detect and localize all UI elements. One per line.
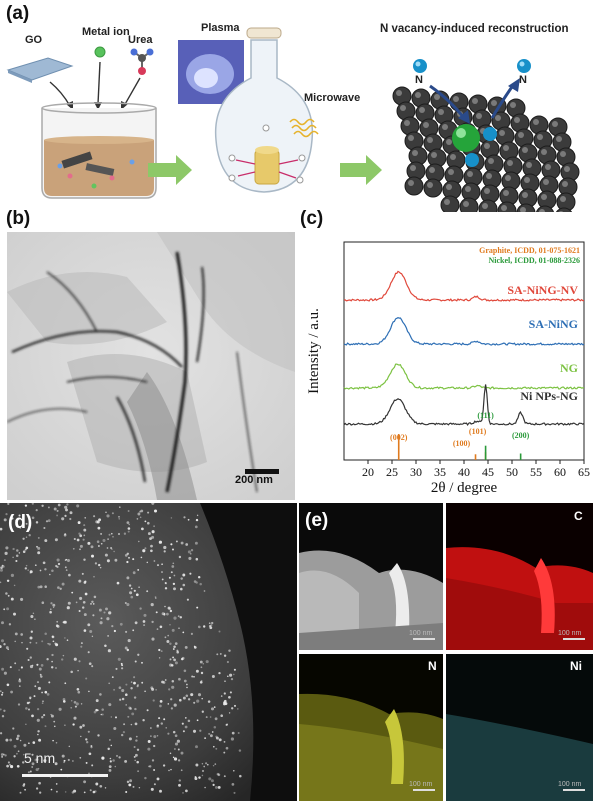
n-atom-left-icon	[413, 59, 427, 73]
beaker-icon	[41, 102, 157, 199]
process-arrow-1	[148, 155, 192, 185]
n-atom-right-icon	[517, 59, 531, 73]
haadf-stem-image	[0, 503, 297, 801]
ref-label-111: (111)	[477, 411, 494, 420]
x-tick-label-20: 20	[362, 465, 374, 479]
go-sheet-icon	[6, 57, 74, 83]
x-tick-label-25: 25	[386, 465, 398, 479]
x-tick-label-40: 40	[458, 465, 470, 479]
x-tick-label-30: 30	[410, 465, 422, 479]
metal-ion-icon	[94, 46, 106, 58]
haadf-scale-label: 100 nm	[409, 630, 433, 637]
x-tick-label-50: 50	[506, 465, 518, 479]
y-axis-label: Intensity / a.u.	[306, 308, 322, 394]
nitrogen-map-label: N	[428, 659, 437, 673]
go-label: GO	[25, 34, 43, 46]
carbon-scale-label: 100 nm	[558, 630, 582, 637]
x-axis-label: 2θ / degree	[431, 480, 498, 496]
n-label-left: N	[415, 74, 423, 86]
microwave-label: Microwave	[304, 92, 361, 104]
x-tick-label-65: 65	[578, 465, 590, 479]
ref-label-101: (101)	[469, 427, 487, 436]
series-line-ni-nps-ng	[343, 384, 585, 426]
urea-label: Urea	[128, 34, 153, 46]
xrd-chart: SA-NiNG-NV SA-NiNG NG Ni NPs-NG (002) (100) (…	[306, 241, 590, 496]
synthesis-schematic	[6, 27, 580, 212]
urea-molecule-icon	[130, 48, 154, 75]
series-label-sa-ning: SA-NiNG	[529, 317, 578, 331]
panel-e-letter: (e)	[305, 510, 329, 531]
n-label-right: N	[519, 74, 527, 86]
plasma-label: Plasma	[201, 22, 240, 34]
x-tick-label-60: 60	[554, 465, 566, 479]
reconstruction-title: N vacancy-induced reconstruction	[380, 23, 569, 35]
tem-image-b	[7, 232, 295, 500]
lattice-structure	[392, 86, 580, 212]
metal-ion-label: Metal ion	[82, 26, 130, 38]
carbon-map-label: C	[574, 509, 583, 523]
nitrogen-scale-label: 100 nm	[409, 781, 433, 788]
series-line-ng	[343, 363, 585, 390]
x-tick-label-35: 35	[434, 465, 446, 479]
series-label-ni-nps-ng: Ni NPs-NG	[520, 389, 578, 403]
eds-carbon-map	[446, 503, 593, 650]
eds-maps	[298, 503, 593, 801]
stem-scalebar	[22, 774, 108, 777]
plot-frame	[343, 241, 585, 461]
microwave-waves-icon	[289, 118, 319, 138]
panel-a-letter: (a)	[6, 3, 30, 24]
flask-icon	[214, 27, 314, 193]
plasma-image	[178, 40, 244, 104]
panel-b-letter: (b)	[6, 208, 31, 229]
single-atom-dots	[0, 503, 242, 794]
ref-label-002: (002)	[390, 433, 408, 442]
eds-haadf-map	[299, 503, 443, 650]
ni-single-atom	[452, 124, 480, 152]
x-tick-label-55: 55	[530, 465, 542, 479]
process-arrow-2	[340, 155, 382, 185]
ref-graphite-label: Graphite, ICDD, 01-075-1621	[479, 246, 580, 255]
x-tick-label-45: 45	[482, 465, 494, 479]
series-label-sa-ning-nv: SA-NiNG-NV	[507, 283, 578, 297]
series-line-sa-ning-nv	[343, 270, 584, 302]
ref-label-200: (200)	[512, 431, 530, 440]
nickel-scale-label: 100 nm	[558, 781, 582, 788]
panel-d-letter: (d)	[8, 512, 33, 533]
panel-c-letter: (c)	[300, 208, 324, 229]
eds-nitrogen-map	[299, 654, 443, 801]
nickel-map-label: Ni	[570, 659, 582, 673]
series-label-ng: NG	[560, 361, 578, 375]
series-line-sa-ning	[343, 317, 585, 346]
stem-scalebar-label: 5 nm	[24, 750, 56, 766]
ref-nickel-label: Nickel, ICDD, 01-088-2326	[488, 256, 580, 265]
eds-nickel-map	[446, 654, 593, 801]
ref-label-100: (100)	[453, 439, 471, 448]
tem-scalebar-label: 200 nm	[235, 474, 273, 486]
